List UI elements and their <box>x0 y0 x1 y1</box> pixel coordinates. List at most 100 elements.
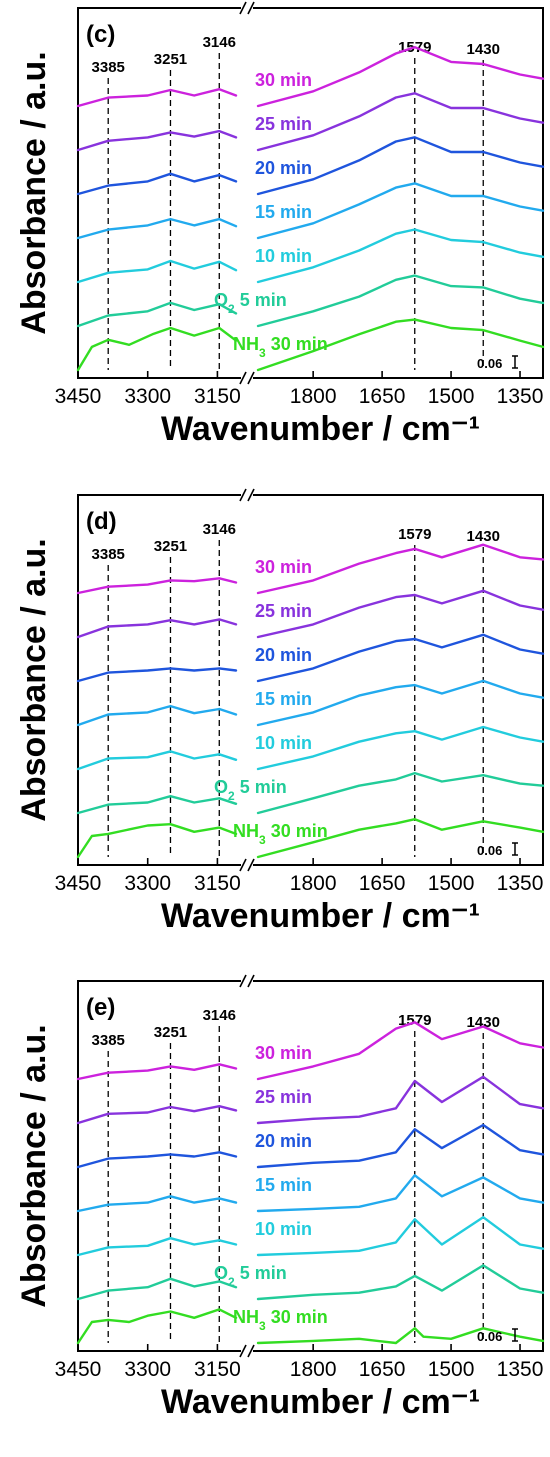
peak-label: 3385 <box>92 59 125 76</box>
series-line-left <box>76 795 238 815</box>
series-label: 10 min <box>255 246 312 266</box>
x-tick-label: 3450 <box>55 872 102 895</box>
x-tick-label: 3450 <box>55 1358 102 1381</box>
series-line-right <box>256 1123 545 1169</box>
series-line-left <box>76 326 238 372</box>
x-tick-label: 3150 <box>194 872 241 895</box>
series-label: O2 5 min <box>214 1263 287 1289</box>
series-label: 25 min <box>255 114 312 134</box>
axis-break-mark-top-1 <box>247 1 255 15</box>
x-axis-title: Wavenumber / cm⁻¹ <box>161 897 480 935</box>
series-line-left <box>76 129 238 152</box>
series-line-left <box>76 618 238 639</box>
series-line-right <box>256 92 545 152</box>
axis-break-mark-top-0 <box>239 1 247 15</box>
y-axis-title: Absorbance / a.u. <box>15 51 53 334</box>
panel-label: (c) <box>86 21 115 48</box>
plot-frame <box>77 494 544 866</box>
panel-d: 3450 3300 3150 1800 1650 1500 1350 Wavenumber /… <box>15 488 545 935</box>
x-tick-label: 1800 <box>290 872 337 895</box>
peak-label: 3251 <box>154 1024 187 1041</box>
axis-break-gap-top <box>241 492 253 498</box>
x-tick-label: 1350 <box>497 872 544 895</box>
series-line-right <box>256 1021 545 1081</box>
series-line-left <box>76 301 238 328</box>
series-line-right <box>256 589 545 639</box>
series-label: 30 min <box>255 70 312 90</box>
series-line-right <box>256 679 545 727</box>
axis-break-gap-bottom <box>241 1348 253 1354</box>
x-tick-label: 1800 <box>290 1358 337 1381</box>
series-line-right <box>256 182 545 240</box>
x-tick-label: 3300 <box>124 872 171 895</box>
scale-bar-label: 0.06 <box>477 1329 502 1344</box>
x-tick-label: 3150 <box>194 385 241 408</box>
series-line-left <box>76 1237 238 1257</box>
series-line-left <box>76 1151 238 1169</box>
x-tick-label: 1650 <box>359 1358 406 1381</box>
x-tick-label: 3150 <box>194 1358 241 1381</box>
axis-break-gap-top <box>241 978 253 984</box>
axis-break-mark-bottom-0 <box>239 858 247 872</box>
series-line-right <box>256 725 545 771</box>
x-tick-label: 1350 <box>497 1358 544 1381</box>
axis-break-gap-top <box>241 5 253 11</box>
x-tick-label: 1800 <box>290 385 337 408</box>
series-line-right <box>256 1264 545 1301</box>
peak-label: 1430 <box>467 41 500 58</box>
axis-break-mark-bottom-0 <box>239 371 247 385</box>
series-line-right <box>256 318 545 372</box>
peak-label: 3146 <box>203 521 236 538</box>
panel-c: 3450 3300 3150 1800 1650 1500 1350 Wavenumber /… <box>15 1 545 448</box>
series-line-left <box>76 1063 238 1081</box>
series-label: NH3 30 min <box>233 821 328 847</box>
series-label: 25 min <box>255 1087 312 1107</box>
series-label: 15 min <box>255 1175 312 1195</box>
series-label: 15 min <box>255 689 312 709</box>
series-line-left <box>76 1105 238 1125</box>
series-line-left <box>76 704 238 727</box>
axis-break-mark-top-0 <box>239 974 247 988</box>
series-line-left <box>76 88 238 108</box>
y-axis-title: Absorbance / a.u. <box>15 538 53 821</box>
series-line-left <box>76 259 238 284</box>
series-label: O2 5 min <box>214 777 287 803</box>
series-line-right <box>256 771 545 815</box>
series-label: 10 min <box>255 733 312 753</box>
x-tick-label: 1500 <box>428 385 475 408</box>
series-label: 25 min <box>255 601 312 621</box>
x-axis-title: Wavenumber / cm⁻¹ <box>161 1383 480 1421</box>
series-line-right <box>256 818 545 859</box>
series-label: 20 min <box>255 1131 312 1151</box>
x-tick-label: 1500 <box>428 1358 475 1381</box>
peak-label: 3251 <box>154 51 187 68</box>
series-label: NH3 30 min <box>233 1307 328 1333</box>
peak-label: 3385 <box>92 546 125 563</box>
series-line-left <box>76 172 238 196</box>
x-tick-label: 1650 <box>359 872 406 895</box>
peak-label: 1430 <box>467 528 500 545</box>
series-line-right <box>256 1216 545 1257</box>
series-line-left <box>76 667 238 683</box>
panel-label: (e) <box>86 994 115 1021</box>
series-line-right <box>256 46 545 108</box>
series-label: O2 5 min <box>214 290 287 316</box>
series-line-right <box>256 274 545 328</box>
series-line-right <box>256 1075 545 1125</box>
axis-break-gap-bottom <box>241 862 253 868</box>
series-label: 20 min <box>255 158 312 178</box>
series-line-left <box>76 577 238 595</box>
axis-break-mark-bottom-1 <box>247 858 255 872</box>
series-label: 15 min <box>255 202 312 222</box>
scale-bar-label: 0.06 <box>477 843 502 858</box>
axis-break-mark-bottom-0 <box>239 1344 247 1358</box>
x-tick-label: 3450 <box>55 385 102 408</box>
peak-label: 1430 <box>467 1014 500 1031</box>
peak-label: 3146 <box>203 1007 236 1024</box>
series-label: 30 min <box>255 557 312 577</box>
series-line-right <box>256 136 545 196</box>
x-tick-label: 1350 <box>497 385 544 408</box>
series-line-right <box>256 1174 545 1213</box>
